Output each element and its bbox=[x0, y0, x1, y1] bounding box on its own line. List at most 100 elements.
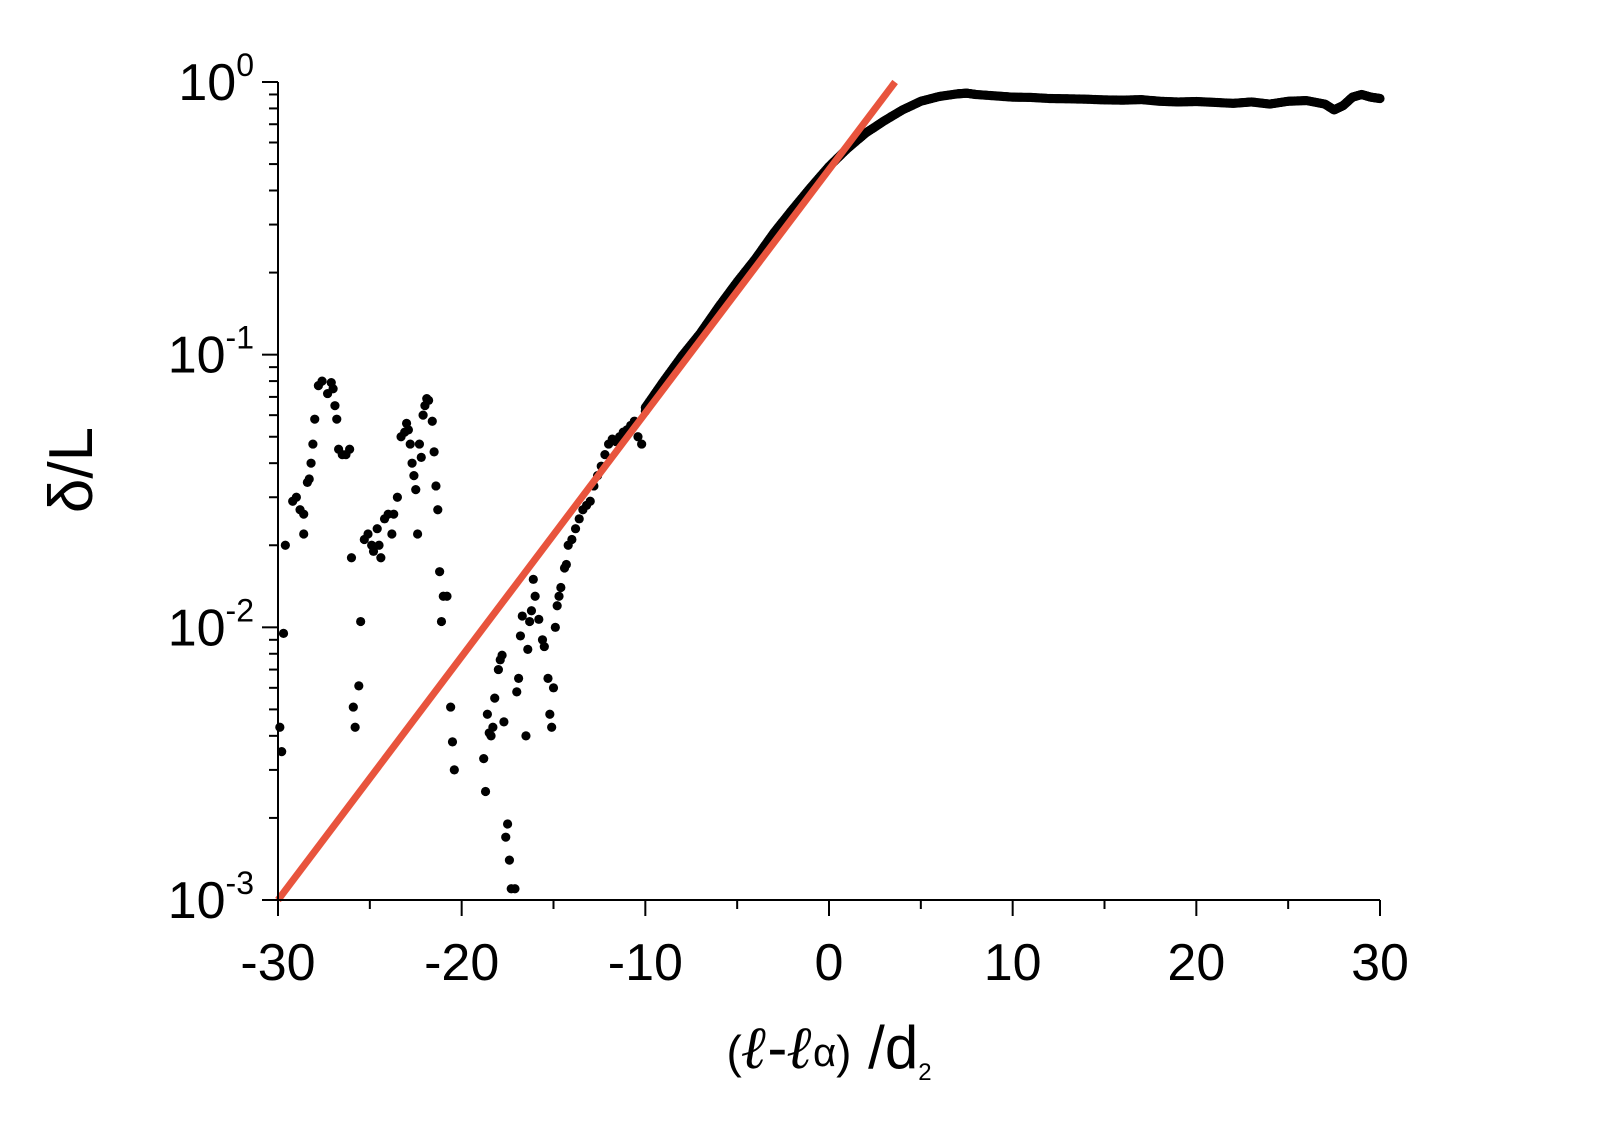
data-point bbox=[480, 786, 491, 797]
data-point bbox=[368, 546, 379, 556]
x-axis-title: (ℓ-ℓα) /d2 bbox=[726, 1013, 931, 1086]
data-point bbox=[633, 432, 643, 442]
data-point bbox=[493, 664, 503, 675]
data-point bbox=[299, 529, 309, 539]
data-point bbox=[306, 458, 316, 468]
data-point bbox=[436, 616, 447, 627]
data-point bbox=[330, 401, 340, 411]
data-point bbox=[497, 650, 507, 660]
data-point bbox=[486, 731, 496, 741]
data-point bbox=[350, 722, 360, 732]
x-tick-label: 0 bbox=[815, 934, 844, 992]
data-point bbox=[277, 747, 287, 757]
data-point bbox=[554, 591, 564, 601]
x-tick-label: 20 bbox=[1167, 934, 1225, 992]
x-tick-label: -20 bbox=[424, 934, 499, 992]
data-point bbox=[308, 439, 318, 449]
data-point bbox=[348, 702, 358, 712]
y-tick-exponent: -3 bbox=[226, 865, 254, 901]
data-point bbox=[534, 614, 544, 624]
data-point bbox=[374, 540, 384, 550]
data-point bbox=[528, 574, 538, 584]
y-axis-title: δ/L bbox=[37, 427, 106, 513]
data-point bbox=[449, 765, 459, 775]
y-tick-exponent: -1 bbox=[226, 320, 254, 356]
x-title-d: /d bbox=[851, 1014, 918, 1081]
data-point bbox=[346, 553, 357, 563]
data-point bbox=[447, 737, 458, 747]
data-point bbox=[414, 439, 425, 449]
data-point bbox=[561, 559, 571, 570]
data-point bbox=[431, 481, 441, 491]
data-point bbox=[387, 529, 397, 539]
data-point bbox=[517, 611, 527, 621]
data-point bbox=[548, 683, 559, 693]
data-point bbox=[427, 416, 437, 426]
y-tick-label: 100 bbox=[178, 47, 254, 112]
data-point bbox=[521, 731, 531, 741]
x-title-close-paren: ) bbox=[836, 1026, 851, 1078]
data-point bbox=[317, 376, 327, 386]
y-tick-base: 10 bbox=[178, 54, 236, 112]
data-point bbox=[403, 425, 414, 435]
data-point bbox=[332, 414, 342, 424]
data-point bbox=[412, 529, 423, 539]
data-point bbox=[372, 524, 382, 534]
fit-line bbox=[275, 79, 898, 903]
data-point bbox=[409, 471, 419, 481]
data-point bbox=[304, 474, 314, 484]
data-point bbox=[299, 509, 309, 519]
data-point bbox=[510, 884, 520, 894]
data-point bbox=[418, 410, 428, 420]
data-point bbox=[389, 509, 399, 519]
y-tick-base: 10 bbox=[168, 327, 226, 385]
data-point bbox=[545, 709, 555, 719]
data-point bbox=[600, 450, 610, 460]
data-point bbox=[543, 673, 553, 683]
data-point bbox=[433, 505, 443, 515]
data-point bbox=[499, 717, 509, 727]
data-point bbox=[539, 641, 549, 652]
axes bbox=[277, 82, 1380, 901]
data-point bbox=[356, 616, 366, 627]
x-title-alpha: α bbox=[813, 1031, 836, 1075]
x-title-subscript: 2 bbox=[918, 1059, 931, 1086]
data-point bbox=[435, 567, 445, 577]
y-tick-exponent: -2 bbox=[226, 592, 254, 628]
data-point bbox=[552, 601, 562, 611]
data-point bbox=[482, 709, 492, 719]
data-point bbox=[442, 591, 452, 601]
data-point bbox=[585, 496, 595, 506]
data-point bbox=[291, 492, 301, 502]
data-point bbox=[376, 553, 386, 563]
data-point bbox=[411, 484, 421, 495]
data-point bbox=[525, 616, 535, 627]
x-title-minus: - bbox=[767, 1014, 787, 1081]
data-point bbox=[392, 492, 402, 502]
data-point bbox=[328, 384, 338, 394]
y-tick-exponent: 0 bbox=[236, 47, 254, 83]
data-point bbox=[429, 447, 439, 457]
data-layer bbox=[275, 79, 1385, 903]
x-title-open-paren: ( bbox=[726, 1026, 742, 1078]
data-point bbox=[479, 754, 489, 764]
data-point bbox=[1375, 93, 1385, 104]
data-point bbox=[523, 644, 533, 654]
data-point bbox=[567, 534, 577, 545]
data-point bbox=[547, 722, 557, 732]
data-point bbox=[574, 514, 584, 524]
data-point bbox=[446, 702, 456, 712]
data-point bbox=[501, 832, 511, 842]
data-point bbox=[530, 591, 540, 601]
data-point bbox=[424, 395, 434, 405]
data-point bbox=[526, 606, 537, 616]
data-point bbox=[416, 452, 426, 462]
ticks bbox=[262, 81, 1381, 916]
x-tick-label: 10 bbox=[984, 934, 1042, 992]
data-point bbox=[514, 673, 524, 683]
data-point bbox=[512, 687, 522, 697]
data-point bbox=[490, 693, 500, 703]
data-point bbox=[354, 681, 364, 691]
